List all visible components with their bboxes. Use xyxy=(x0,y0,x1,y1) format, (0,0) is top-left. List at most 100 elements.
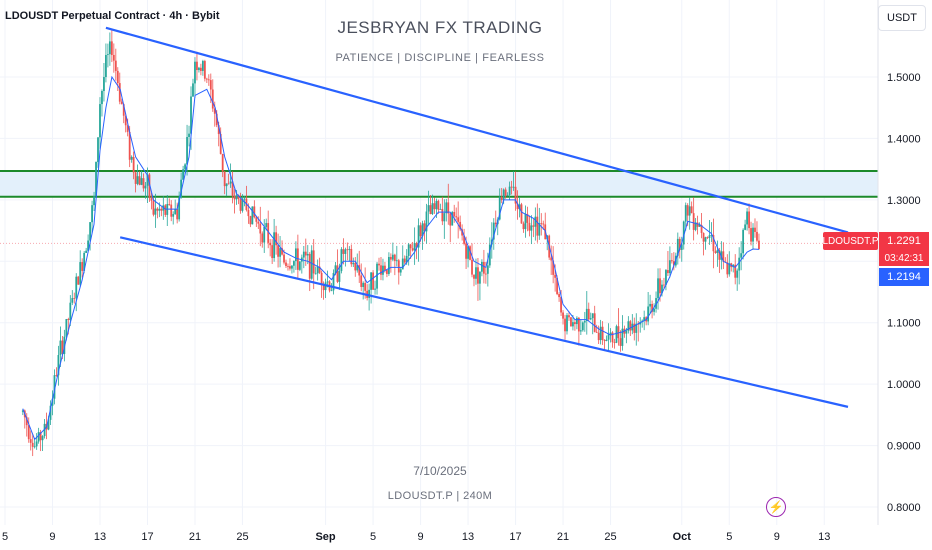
candle xyxy=(431,194,434,216)
candle xyxy=(261,231,264,248)
candle xyxy=(752,223,754,250)
candle xyxy=(25,413,28,437)
candle xyxy=(352,257,355,268)
time-tick-label: 9 xyxy=(774,531,780,543)
candle xyxy=(249,215,252,228)
candle xyxy=(552,246,555,284)
candle xyxy=(443,199,446,239)
candle xyxy=(269,239,272,257)
candle xyxy=(619,330,622,352)
candle xyxy=(205,77,208,84)
candle xyxy=(164,204,167,218)
candle xyxy=(362,281,365,300)
candle xyxy=(304,238,307,266)
candle xyxy=(680,236,683,262)
candle xyxy=(298,260,301,272)
candle xyxy=(201,59,204,76)
candle xyxy=(512,171,515,191)
price-axis[interactable]: 1.50001.40001.30001.20001.10001.00000.90… xyxy=(887,72,921,514)
price-tick-label: 1.0000 xyxy=(887,379,921,391)
time-tick-label: 21 xyxy=(557,531,569,543)
candle xyxy=(358,250,361,283)
candle xyxy=(148,172,151,202)
candle xyxy=(31,433,34,457)
candle xyxy=(146,167,149,204)
candle xyxy=(97,137,99,168)
candle xyxy=(540,213,543,236)
candle xyxy=(425,203,428,244)
candle xyxy=(243,196,246,207)
candle xyxy=(108,32,111,66)
candle xyxy=(285,259,287,268)
candle xyxy=(231,171,234,204)
lower-trendline[interactable] xyxy=(119,236,849,408)
candle xyxy=(575,316,578,330)
candle xyxy=(95,161,97,197)
candle xyxy=(140,170,143,186)
candle xyxy=(105,43,107,83)
candle xyxy=(568,311,570,321)
candle xyxy=(144,181,147,199)
candle xyxy=(227,173,230,185)
candle xyxy=(696,215,699,235)
candle xyxy=(710,222,713,243)
candle xyxy=(520,202,523,224)
candle xyxy=(79,250,82,287)
currency-button[interactable]: USDT xyxy=(878,5,926,31)
candle xyxy=(275,225,278,255)
candle xyxy=(386,269,388,278)
candle xyxy=(748,203,750,235)
candle xyxy=(481,259,483,277)
candle xyxy=(722,242,725,270)
candle xyxy=(736,268,739,291)
candle xyxy=(411,241,414,252)
candle xyxy=(336,249,339,284)
candle xyxy=(344,247,347,267)
price-tick-label: 0.9000 xyxy=(887,441,921,453)
candle xyxy=(380,257,382,281)
candle xyxy=(625,327,628,344)
candle xyxy=(253,200,256,219)
candle xyxy=(59,326,62,368)
candle xyxy=(142,173,145,192)
candle xyxy=(524,205,527,238)
candle xyxy=(107,43,109,68)
candle xyxy=(241,194,244,213)
candle xyxy=(712,218,715,269)
time-axis[interactable]: 5 9 13 17 21 25 Sep 5 9 13 17 21 25 Oct 5 9 13 xyxy=(2,531,830,543)
candle xyxy=(399,267,402,276)
candle xyxy=(744,219,746,231)
candle xyxy=(599,319,602,345)
candle xyxy=(53,369,56,405)
candle xyxy=(449,212,452,243)
candle xyxy=(138,171,141,186)
lightning-bolt-icon[interactable]: ⚡ xyxy=(766,497,786,517)
price-tick-label: 1.3000 xyxy=(887,195,921,207)
symbol-title[interactable]: LDOUSDT Perpetual Contract · 4h · Bybit xyxy=(5,10,220,22)
candle xyxy=(601,321,604,345)
upper-trendline[interactable] xyxy=(105,26,849,234)
time-tick-label: 5 xyxy=(2,531,8,543)
candle xyxy=(225,183,228,197)
candle xyxy=(194,57,196,98)
candle xyxy=(316,259,319,281)
candle xyxy=(289,258,291,271)
candle xyxy=(655,291,657,313)
candle xyxy=(114,48,117,81)
candle xyxy=(370,271,372,304)
candle xyxy=(706,236,709,240)
candle xyxy=(277,233,279,268)
candle xyxy=(168,198,171,206)
candle xyxy=(150,192,153,210)
candle xyxy=(726,254,729,278)
candle xyxy=(267,210,270,249)
candle xyxy=(279,236,281,268)
candle xyxy=(55,367,58,377)
candle xyxy=(669,246,671,278)
candle xyxy=(27,417,30,443)
candle xyxy=(581,321,584,332)
candle xyxy=(41,435,44,452)
candle xyxy=(714,246,717,254)
candle xyxy=(417,218,420,262)
